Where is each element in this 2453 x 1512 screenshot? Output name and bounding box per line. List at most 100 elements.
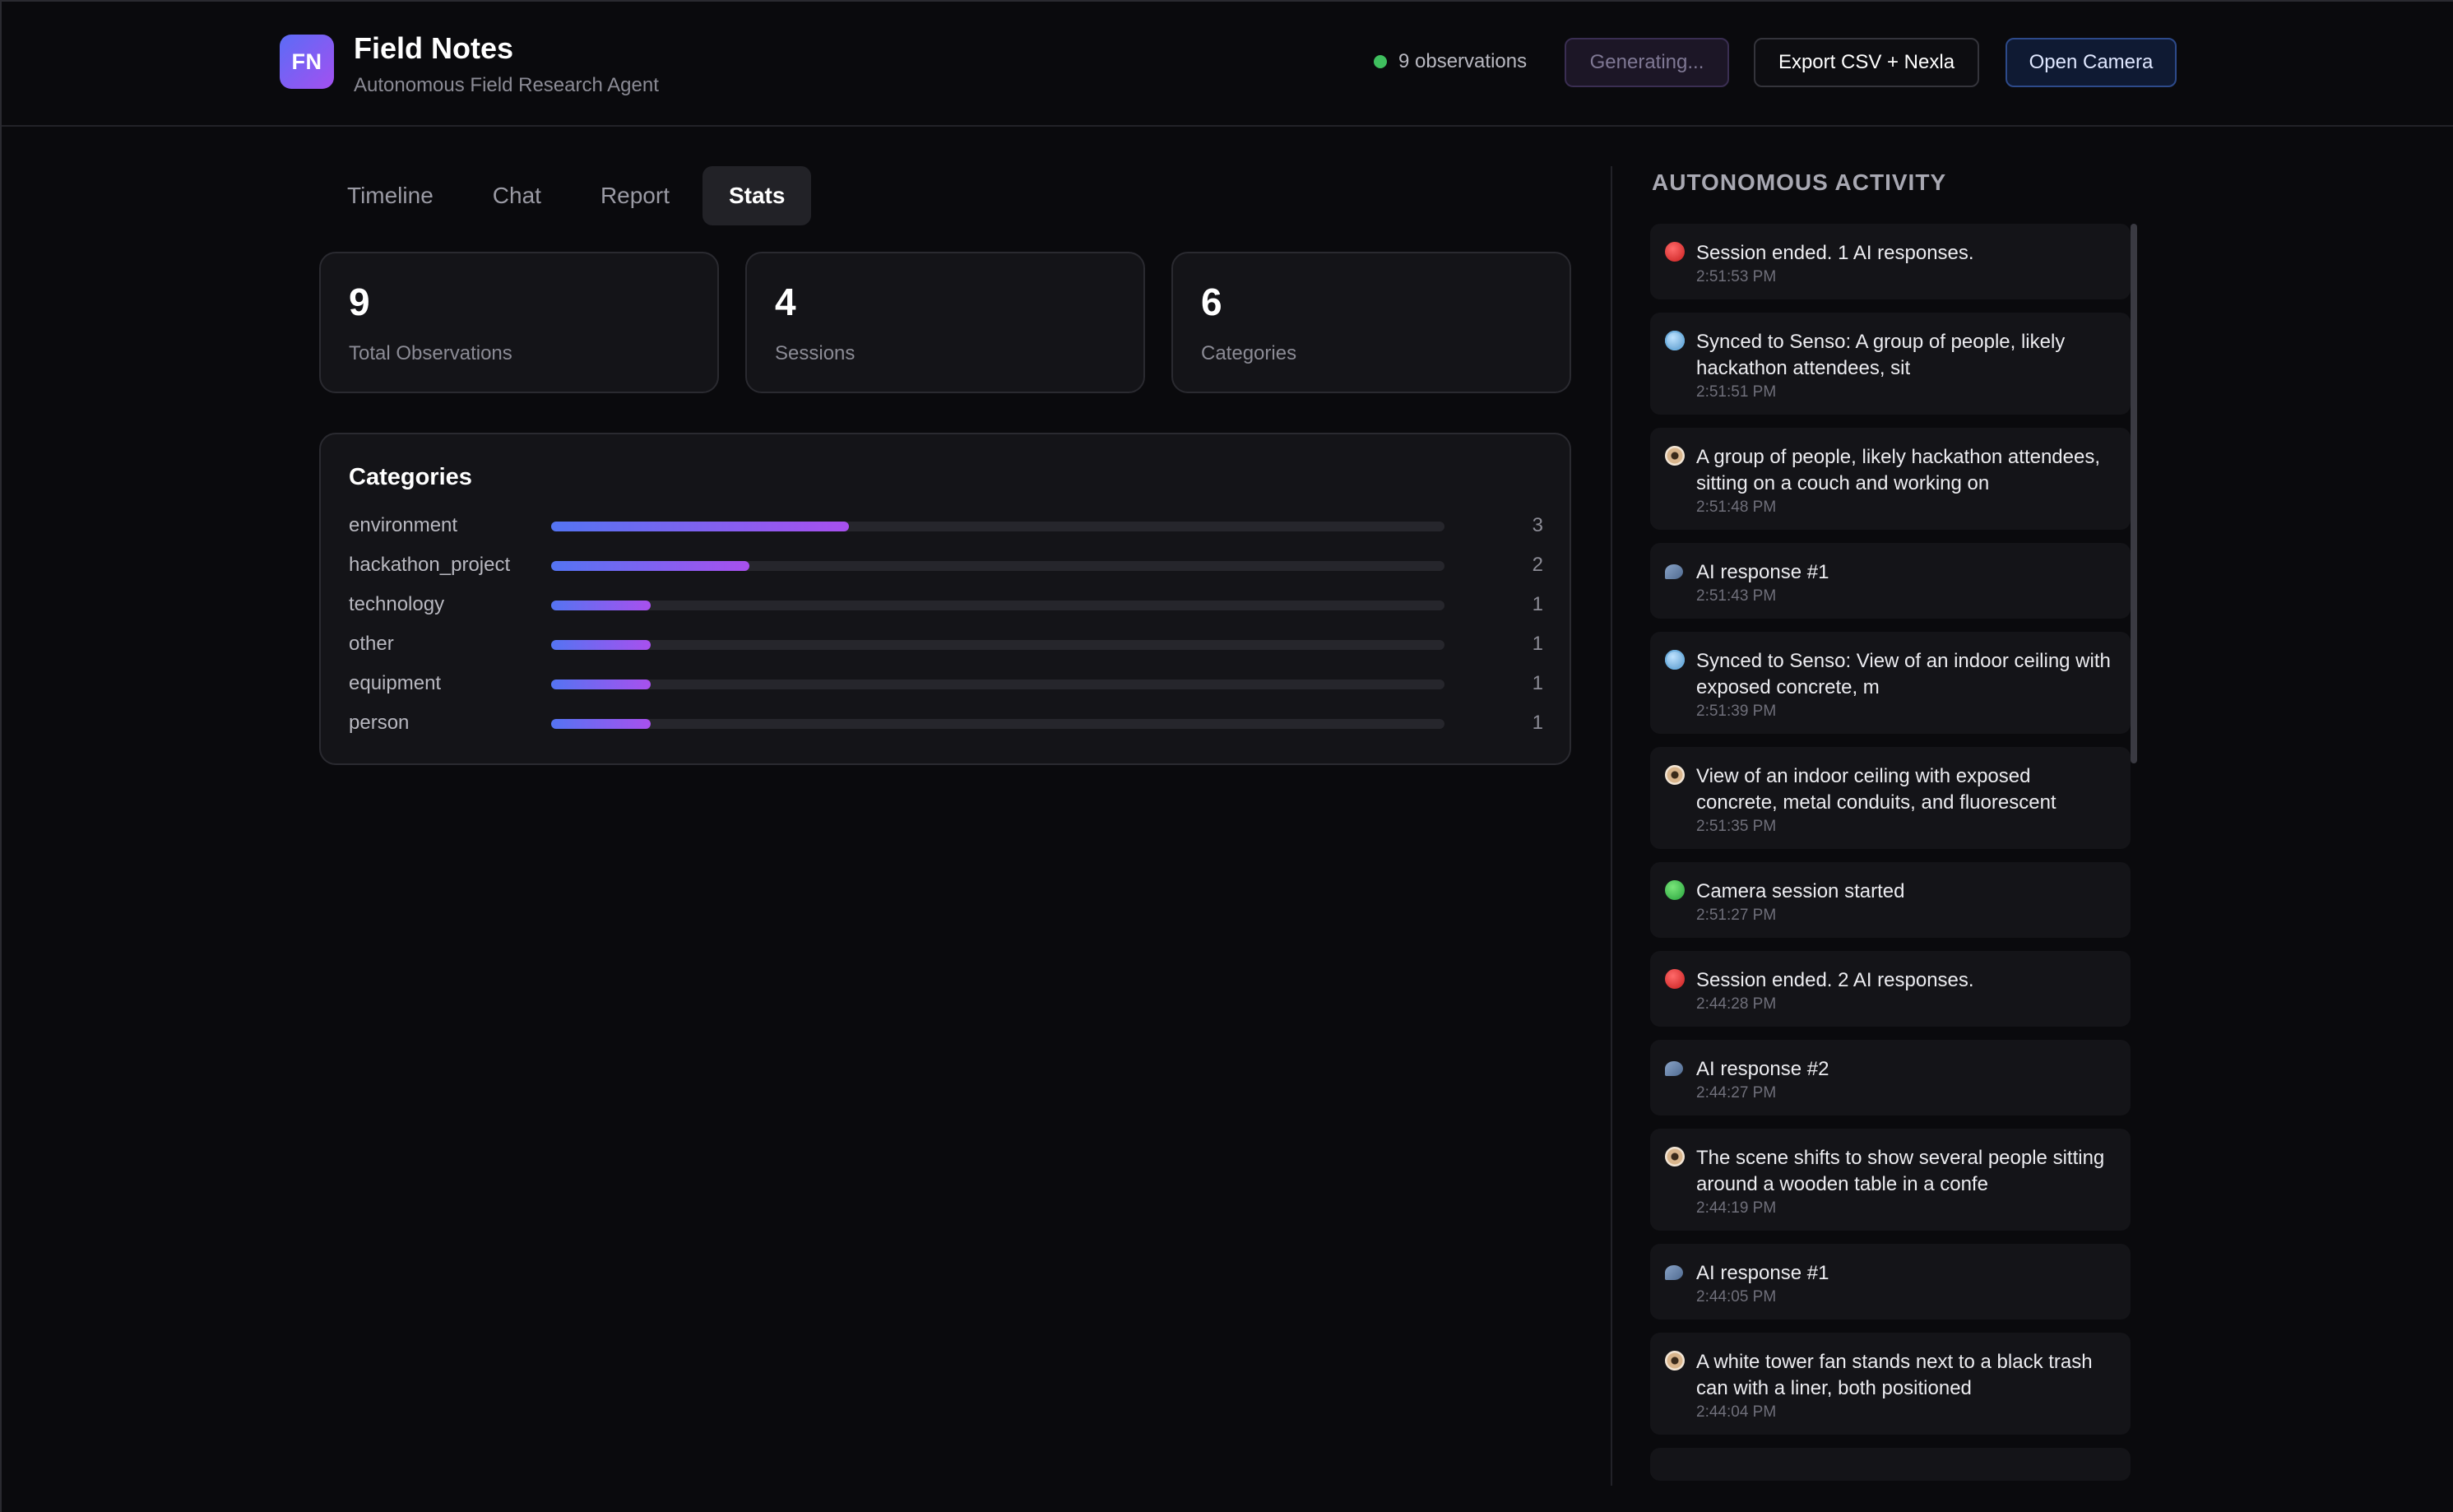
- category-name: technology: [349, 593, 445, 615]
- activity-item: AI response #1 2:51:43 PM: [1650, 543, 2131, 619]
- activity-item: AI response #2 2:44:27 PM: [1650, 1040, 2131, 1115]
- activity-text: A group of people, likely hackathon atte…: [1696, 446, 2101, 494]
- eye-icon: [1665, 446, 1685, 466]
- activity-scrollbar[interactable]: [2131, 224, 2137, 763]
- activity-time: 2:44:19 PM: [1696, 1199, 1777, 1217]
- category-bar-fill: [551, 601, 651, 610]
- category-count: 1: [1532, 672, 1543, 694]
- activity-time: 2:44:28 PM: [1696, 995, 1777, 1013]
- category-count: 3: [1532, 514, 1543, 536]
- activity-item: AI response #1 2:44:05 PM: [1650, 1244, 2131, 1320]
- activity-text: View of an indoor ceiling with exposed c…: [1696, 765, 2057, 814]
- activity-item: Camera session started 2:51:27 PM: [1650, 862, 2131, 938]
- stat-label: Categories: [1201, 342, 1297, 364]
- activity-time: 2:51:39 PM: [1696, 703, 1777, 720]
- red-circle-icon: [1665, 242, 1685, 262]
- globe-icon: [1665, 331, 1685, 350]
- activity-time: 2:44:04 PM: [1696, 1403, 1777, 1421]
- category-count: 2: [1532, 554, 1543, 576]
- activity-text: AI response #1: [1696, 1262, 1829, 1284]
- tab-timeline[interactable]: Timeline: [347, 183, 434, 208]
- observations-count-label: 9 observations: [1398, 50, 1528, 72]
- category-name: hackathon_project: [349, 554, 511, 576]
- activity-text: A white tower fan stands next to a black…: [1696, 1351, 2093, 1399]
- main-tabs: Timeline Chat Report Stats: [321, 166, 812, 225]
- app-title: Field Notes: [354, 31, 514, 65]
- red-circle-icon: [1665, 969, 1685, 989]
- category-bar-track: [551, 561, 1444, 571]
- category-name: person: [349, 712, 410, 734]
- category-bar-track: [551, 522, 1444, 531]
- category-bar-fill: [551, 719, 651, 729]
- category-row: technology 1: [349, 592, 1543, 617]
- stat-card-sessions: 4 Sessions: [745, 252, 1145, 393]
- generating-button[interactable]: Generating...: [1565, 38, 1729, 87]
- stat-card-total-observations: 9 Total Observations: [319, 252, 719, 393]
- activity-time: 2:51:51 PM: [1696, 383, 1777, 401]
- category-row: environment 3: [349, 513, 1543, 538]
- speech-icon: [1665, 1265, 1683, 1280]
- activity-item: Synced to Senso: View of an indoor ceili…: [1650, 632, 2131, 734]
- panel-divider: [1611, 166, 1612, 1486]
- category-row: equipment 1: [349, 671, 1543, 696]
- app-header: FN Field Notes Autonomous Field Research…: [2, 2, 2453, 127]
- stat-value: 9: [349, 281, 370, 323]
- activity-feed[interactable]: Session ended. 1 AI responses. 2:51:53 P…: [1650, 224, 2131, 1487]
- category-row: person 1: [349, 711, 1543, 735]
- activity-text: AI response #2: [1696, 1058, 1829, 1080]
- speech-icon: [1665, 1061, 1683, 1076]
- category-name: other: [349, 633, 394, 655]
- eye-icon: [1665, 1147, 1685, 1166]
- activity-item: [1650, 1448, 2131, 1481]
- activity-time: 2:51:27 PM: [1696, 907, 1777, 924]
- export-csv-button[interactable]: Export CSV + Nexla: [1754, 38, 1979, 87]
- activity-item: Session ended. 1 AI responses. 2:51:53 P…: [1650, 224, 2131, 299]
- category-count: 1: [1532, 712, 1543, 734]
- activity-text: Synced to Senso: View of an indoor ceili…: [1696, 650, 2111, 698]
- category-bar-track: [551, 679, 1444, 689]
- category-count: 1: [1532, 633, 1543, 655]
- activity-text: Camera session started: [1696, 880, 1905, 902]
- category-row: hackathon_project 2: [349, 553, 1543, 577]
- tab-report[interactable]: Report: [600, 183, 670, 208]
- app-subtitle: Autonomous Field Research Agent: [354, 74, 659, 96]
- stat-value: 6: [1201, 281, 1222, 323]
- category-bar-fill: [551, 561, 750, 571]
- tab-chat[interactable]: Chat: [492, 183, 541, 208]
- open-camera-button[interactable]: Open Camera: [2006, 38, 2177, 87]
- activity-text: Session ended. 1 AI responses.: [1696, 242, 1974, 264]
- activity-time: 2:51:35 PM: [1696, 818, 1777, 835]
- app-logo: FN: [280, 35, 334, 89]
- activity-text: The scene shifts to show several people …: [1696, 1147, 2105, 1195]
- category-bar-track: [551, 640, 1444, 650]
- stat-label: Total Observations: [349, 342, 512, 364]
- eye-icon: [1665, 765, 1685, 785]
- eye-icon: [1665, 1351, 1685, 1371]
- tab-stats[interactable]: Stats: [702, 166, 812, 225]
- activity-text: Synced to Senso: A group of people, like…: [1696, 331, 2066, 379]
- category-bar-track: [551, 719, 1444, 729]
- activity-title: AUTONOMOUS ACTIVITY: [1652, 169, 1947, 195]
- category-row: other 1: [349, 632, 1543, 656]
- activity-time: 2:51:43 PM: [1696, 587, 1777, 605]
- globe-icon: [1665, 650, 1685, 670]
- activity-item: Session ended. 2 AI responses. 2:44:28 P…: [1650, 951, 2131, 1027]
- observations-status: 9 observations: [1374, 49, 1527, 74]
- status-dot-icon: [1374, 55, 1387, 68]
- activity-item: The scene shifts to show several people …: [1650, 1129, 2131, 1231]
- activity-item: View of an indoor ceiling with exposed c…: [1650, 747, 2131, 849]
- category-bar-fill: [551, 640, 651, 650]
- activity-time: 2:51:53 PM: [1696, 268, 1777, 285]
- categories-panel: Categories environment 3 hackathon_proje…: [319, 433, 1571, 765]
- speech-icon: [1665, 564, 1683, 579]
- category-count: 1: [1532, 593, 1543, 615]
- category-name: environment: [349, 514, 458, 536]
- activity-item: A group of people, likely hackathon atte…: [1650, 428, 2131, 530]
- category-bar-fill: [551, 679, 651, 689]
- green-circle-icon: [1665, 880, 1685, 900]
- activity-text: Session ended. 2 AI responses.: [1696, 969, 1974, 991]
- stat-value: 4: [775, 281, 796, 323]
- activity-time: 2:51:48 PM: [1696, 499, 1777, 516]
- category-bar-track: [551, 601, 1444, 610]
